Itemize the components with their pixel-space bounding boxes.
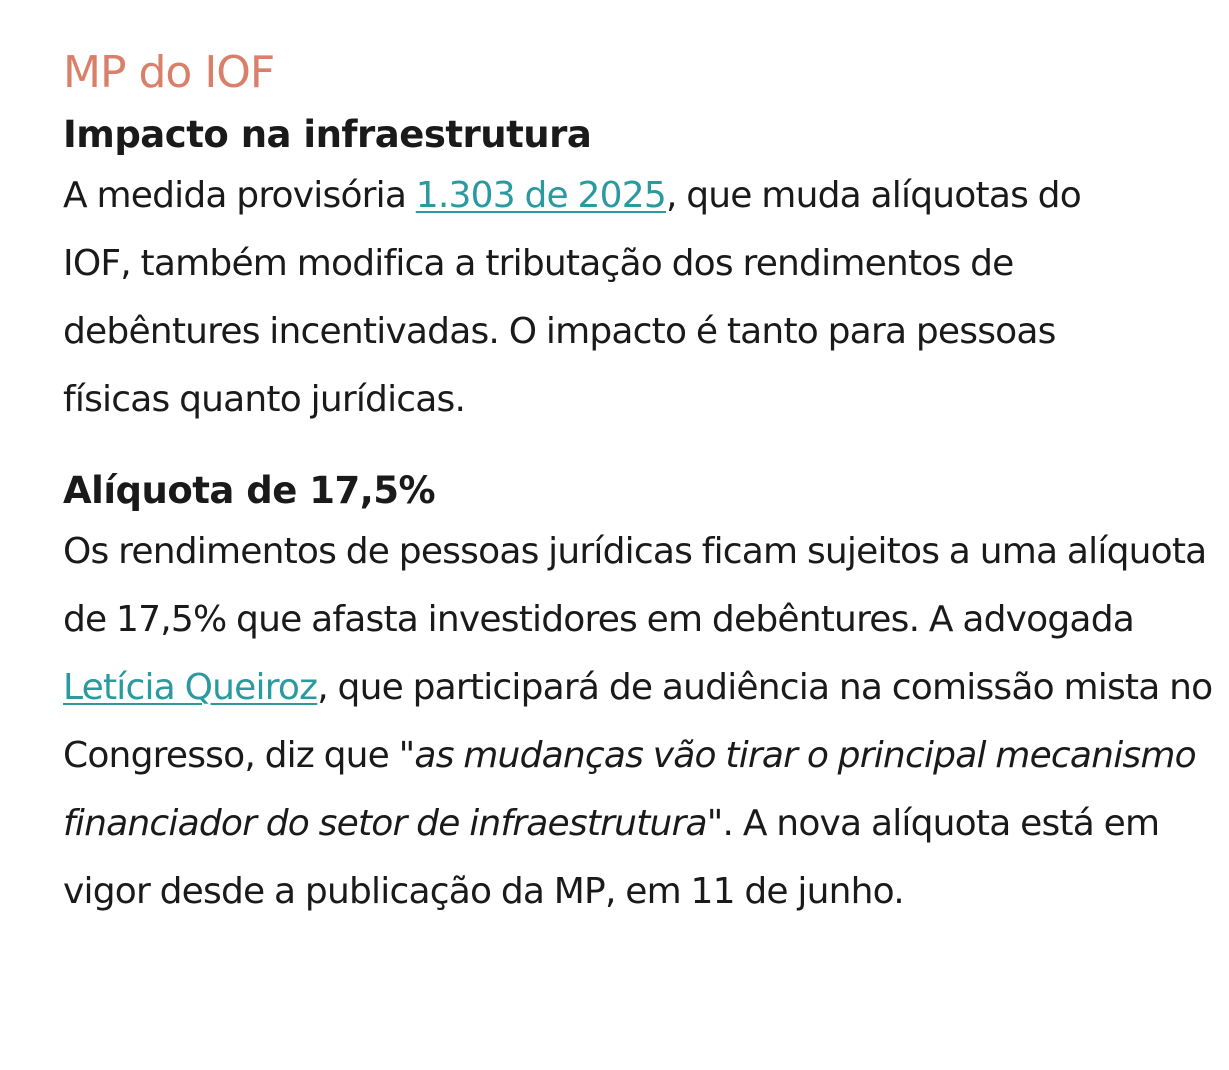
paragraph-text: . A nova alíquota está em vigor desde a … (63, 803, 1160, 912)
paragraph-impacto: A medida provisória 1.303 de 2025, que m… (63, 162, 1158, 434)
kicker-title: MP do IOF (63, 47, 275, 98)
lawyer-link[interactable]: Letícia Queiroz (63, 667, 318, 708)
section-title-aliquota: Alíquota de 17,5% (63, 469, 436, 512)
paragraph-text: , que participará de audiência na comiss… (63, 667, 1213, 776)
section-title-impacto: Impacto na infraestrutura (63, 113, 592, 156)
article: MP do IOF Impacto na infraestrutura A me… (63, 40, 1213, 926)
mp-link[interactable]: 1.303 de 2025 (415, 175, 667, 216)
paragraph-text: , que muda alíquotas do IOF, também modi… (63, 175, 1082, 420)
paragraph-aliquota: Os rendimentos de pessoas jurídicas fica… (63, 518, 1213, 926)
quote-text: "as mudanças vão tirar o principal mecan… (63, 735, 1197, 844)
paragraph-text: Os rendimentos de pessoas jurídicas fica… (63, 531, 1207, 640)
paragraph-text: A medida provisória (63, 175, 416, 216)
